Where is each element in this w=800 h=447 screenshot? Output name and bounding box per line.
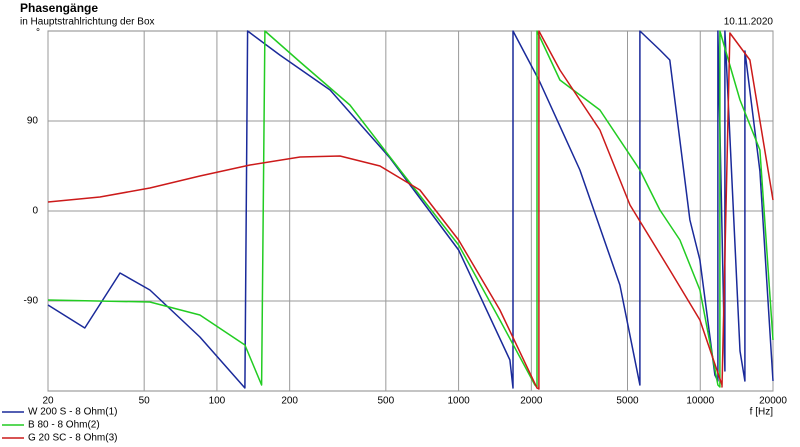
chart-subtitle: in Hauptstrahlrichtung der Box — [20, 17, 155, 28]
x-tick-label: 20 — [42, 396, 54, 407]
series-line — [47, 30, 774, 388]
series-line — [47, 30, 774, 389]
x-tick-label: 200 — [281, 396, 298, 407]
y-tick-label: 0 — [32, 206, 38, 217]
chart-title: Phasengänge — [20, 1, 98, 15]
series-line — [47, 30, 774, 390]
x-tick-label: 10000 — [686, 396, 714, 407]
legend-label: W 200 S - 8 Ohm(1) — [28, 407, 117, 418]
chart-date: 10.11.2020 — [724, 17, 774, 28]
x-tick-label: 1000 — [447, 396, 470, 407]
legend-label: G 20 SC - 8 Ohm(3) — [28, 433, 117, 444]
x-tick-label: 2000 — [520, 396, 543, 407]
y-axis-label: ° — [36, 28, 40, 39]
y-tick-label: 90 — [27, 116, 39, 127]
x-tick-label: 5000 — [616, 396, 639, 407]
legend-label: B 80 - 8 Ohm(2) — [28, 420, 100, 431]
x-tick-label: 100 — [209, 396, 226, 407]
x-tick-label: 50 — [139, 396, 151, 407]
y-tick-label: -90 — [24, 296, 39, 307]
x-axis-label: f [Hz] — [750, 407, 774, 418]
x-tick-label: 500 — [377, 396, 394, 407]
x-tick-label: 20000 — [759, 396, 787, 407]
